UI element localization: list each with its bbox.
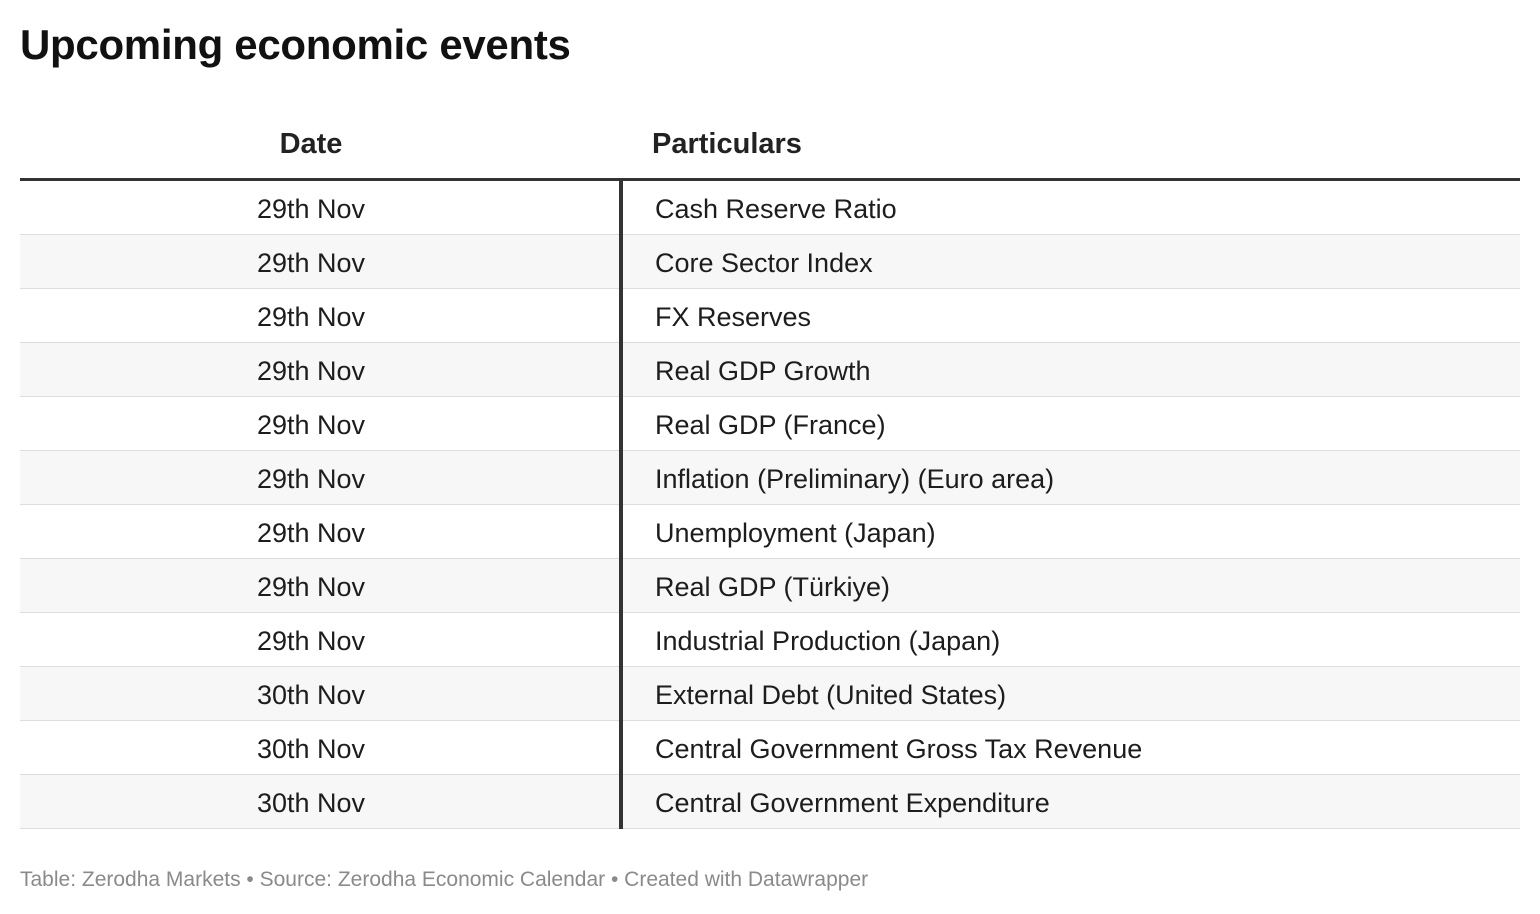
table-row: 29th Nov Real GDP (Türkiye) [20, 559, 1520, 613]
table-cell-particulars: Unemployment (Japan) [655, 518, 936, 548]
table-cell-date: 29th Nov [256, 572, 366, 602]
page-title: Upcoming economic events [20, 21, 571, 68]
table-row: 29th Nov Real GDP Growth [20, 343, 1520, 397]
table-cell-date: 29th Nov [256, 410, 366, 440]
table-row: 30th Nov External Debt (United States) [20, 667, 1520, 721]
table-cell-particulars: FX Reserves [655, 302, 812, 332]
table-cell-particulars: External Debt (United States) [655, 680, 1007, 710]
table-row: 29th Nov Cash Reserve Ratio [20, 181, 1520, 235]
table-cell-date: 29th Nov [256, 464, 366, 494]
table-row: 29th Nov FX Reserves [20, 289, 1520, 343]
table-cell-particulars: Real GDP Growth [655, 356, 871, 386]
table-cell-date: 30th Nov [256, 788, 366, 818]
table-cell-date: 30th Nov [256, 734, 366, 764]
column-header-particulars: Particulars [652, 128, 802, 160]
table-row: 29th Nov Industrial Production (Japan) [20, 613, 1520, 667]
table-cell-particulars: Industrial Production (Japan) [655, 626, 1001, 656]
table-cell-date: 29th Nov [256, 626, 366, 656]
table-cell-particulars: Real GDP (France) [655, 410, 886, 440]
table-cell-particulars: Real GDP (Türkiye) [655, 572, 891, 602]
table-header: Date Particulars [20, 108, 1520, 181]
table-body: 29th Nov Cash Reserve Ratio 29th Nov Core S… [20, 181, 1520, 829]
column-header-date: Date [279, 128, 343, 160]
table-cell-particulars: Central Government Gross Tax Revenue [655, 734, 1143, 764]
table-row: 29th Nov Core Sector Index [20, 235, 1520, 289]
table-footer-credit: Table: Zerodha Markets • Source: Zerodha… [20, 868, 869, 891]
table-cell-date: 29th Nov [256, 248, 366, 278]
table-row: 30th Nov Central Government Expenditure [20, 775, 1520, 829]
table-cell-particulars: Core Sector Index [655, 248, 873, 278]
table-row: 29th Nov Inflation (Preliminary) (Euro ar… [20, 451, 1520, 505]
table-cell-date: 29th Nov [256, 302, 366, 332]
column-divider [619, 181, 623, 829]
table-cell-particulars: Inflation (Preliminary) (Euro area) [655, 464, 1055, 494]
table-cell-particulars: Central Government Expenditure [655, 788, 1050, 818]
table-cell-date: 30th Nov [256, 680, 366, 710]
events-table: Date Particulars 29th Nov Cash Reserve Ra… [20, 108, 1520, 829]
table-cell-date: 29th Nov [256, 356, 366, 386]
table-cell-date: 29th Nov [256, 194, 366, 224]
table-row: 29th Nov Real GDP (France) [20, 397, 1520, 451]
table-row: 29th Nov Unemployment (Japan) [20, 505, 1520, 559]
table-cell-particulars: Cash Reserve Ratio [655, 194, 897, 224]
table-cell-date: 29th Nov [256, 518, 366, 548]
table-row: 30th Nov Central Government Gross Tax Rev… [20, 721, 1520, 775]
